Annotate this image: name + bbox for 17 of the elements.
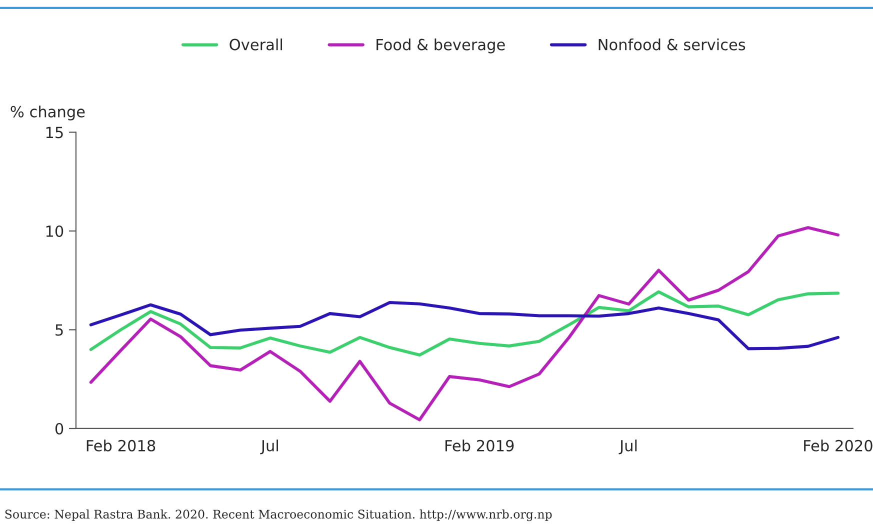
line-series	[89, 226, 840, 422]
line-series	[89, 290, 840, 357]
legend-label: Food & beverage	[376, 38, 505, 54]
x-tick-label: Feb 2019	[445, 440, 514, 452]
y-tick-label: 0	[55, 422, 64, 435]
y-tick-label: 10	[46, 225, 64, 238]
y-tick-label: 15	[46, 126, 63, 138]
legend-label: Nonfood & services	[598, 38, 746, 50]
x-tick-label: Jul	[618, 440, 637, 454]
y-tick-label: 5	[56, 324, 63, 336]
x-tick-label: Feb 2018	[86, 440, 156, 452]
legend-label: Overall	[230, 38, 282, 50]
x-tick-label: Jul	[260, 440, 278, 454]
x-tick-label: Feb 2020	[804, 440, 872, 452]
y-axis-title: % change	[10, 106, 85, 120]
line-series	[89, 300, 840, 350]
source-note: Source: Nepal Rastra Bank. 2020. Recent Macroeconomic Situation. http://www.nrb.org.np	[5, 509, 552, 522]
